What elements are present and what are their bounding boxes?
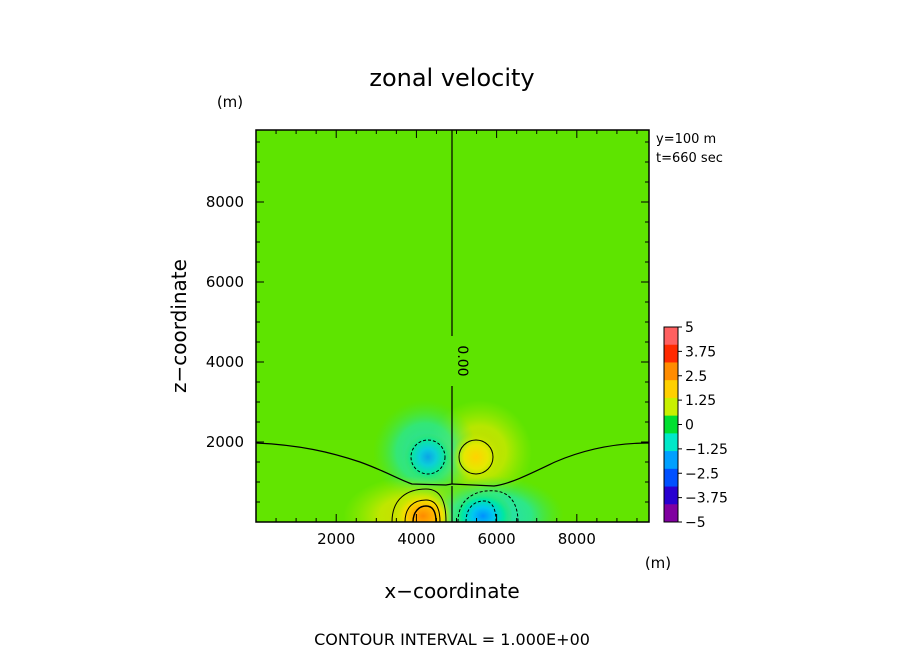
zero-contour-line <box>256 130 453 486</box>
y-unit-label: (m) <box>217 93 243 111</box>
y-tick-label: 8000 <box>206 193 244 211</box>
zero-contour-line-right <box>451 442 649 487</box>
x-tick-label: 8000 <box>558 530 596 548</box>
contour-pos-lower-left-inner <box>404 499 441 522</box>
colorbar-swatch <box>664 397 678 417</box>
x-tick-label: 4000 <box>397 530 435 548</box>
plot-frame <box>255 129 650 523</box>
colorbar-swatch <box>664 327 678 346</box>
colorbar-label: 0 <box>685 418 694 434</box>
colorbar-swatch <box>664 380 678 399</box>
axis-ticks <box>256 130 649 522</box>
colorbar-label: −3.75 <box>685 491 728 507</box>
y-tick-labels: 2000 4000 6000 8000 <box>206 193 244 451</box>
contour-interval-note: CONTOUR INTERVAL = 1.000E+00 <box>314 630 590 649</box>
info-line-t: t=660 sec <box>656 151 723 166</box>
colorbar-swatch <box>664 451 678 470</box>
colorbar-swatch <box>664 344 678 363</box>
info-line-y: y=100 m <box>656 132 716 147</box>
colorbar-label: −5 <box>685 515 706 531</box>
contour-pos-upper-right <box>458 439 494 475</box>
colorbar-label: 2.5 <box>685 369 707 385</box>
contour-neg-upper-left <box>410 439 446 475</box>
colorbar-swatch <box>664 486 678 505</box>
y-axis-label: z−coordinate <box>167 259 191 393</box>
y-tick-label: 6000 <box>206 273 244 291</box>
x-tick-label: 2000 <box>317 530 355 548</box>
contour-pos-lower-left <box>391 488 447 522</box>
colorbar-label: −2.5 <box>685 466 719 482</box>
x-tick-label: 6000 <box>478 530 516 548</box>
y-tick-label: 4000 <box>206 353 244 371</box>
contour-label-bg <box>445 336 460 386</box>
contour-neg-lower-right <box>457 490 519 522</box>
velocity-field <box>256 130 649 522</box>
chart-title: zonal velocity <box>369 64 534 92</box>
colorbar-swatch <box>664 504 678 523</box>
colorbar-swatch <box>664 433 678 452</box>
colorbar-label: 1.25 <box>685 393 716 409</box>
colorbar-swatch <box>664 468 678 488</box>
colorbar-swatch <box>664 415 678 434</box>
y-tick-label: 2000 <box>206 433 244 451</box>
contour-neg-lower-right-inner <box>465 500 497 522</box>
colorbar <box>663 326 682 523</box>
x-unit-label: (m) <box>645 554 671 572</box>
contour-label-zero: 0.00 <box>454 345 470 376</box>
x-axis-label: x−coordinate <box>384 579 519 603</box>
x-tick-labels: 2000 4000 6000 8000 <box>317 530 596 548</box>
contour-pos-lower-left-core <box>412 505 437 522</box>
colorbar-labels: 5 3.75 2.5 1.25 0 −1.25 −2.5 −3.75 −5 <box>685 320 728 531</box>
colorbar-label: 3.75 <box>685 344 716 360</box>
anomaly-lower-right <box>453 492 513 522</box>
colorbar-label: 5 <box>685 320 694 336</box>
colorbar-label: −1.25 <box>685 442 728 458</box>
colorbar-swatch <box>664 362 678 381</box>
